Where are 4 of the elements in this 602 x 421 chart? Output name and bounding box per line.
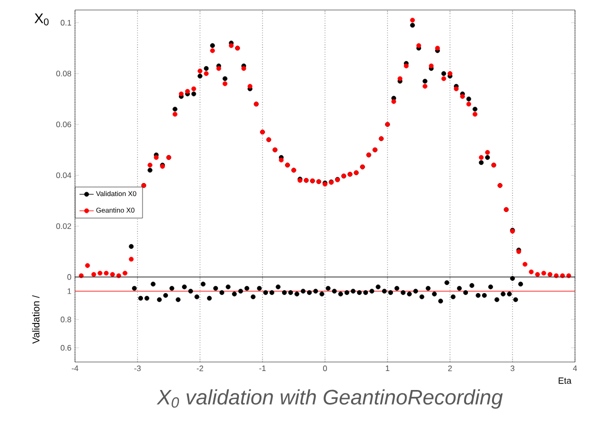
x-axis-title: Eta <box>558 378 572 384</box>
text: X$_{0}$ validation with GeantinoRecording <box>156 389 503 409</box>
y-axis-title: Validation / <box>32 295 40 344</box>
y-axis-title: X$_{0}$ <box>34 14 49 26</box>
